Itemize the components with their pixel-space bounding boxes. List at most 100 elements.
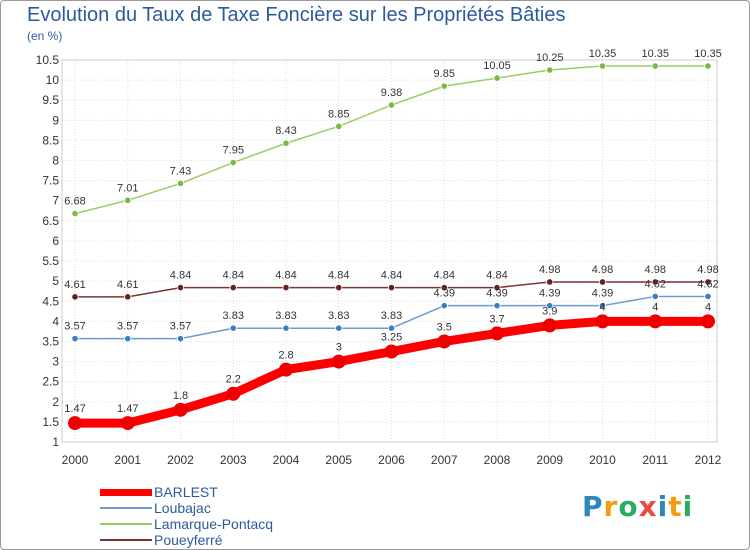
data-label-barlest: 4 — [705, 301, 711, 313]
data-label-lamarque-pontacq: 10.05 — [483, 60, 511, 72]
data-point-barlest — [279, 362, 293, 377]
data-point-lamarque-pontacq — [546, 66, 554, 74]
data-label-poueyferre: 4.84 — [381, 270, 402, 282]
x-tick-label: 2011 — [642, 453, 668, 467]
data-label-poueyferre: 4.84 — [328, 270, 349, 282]
data-point-loubajac — [598, 302, 607, 310]
x-tick-label: 2010 — [589, 453, 616, 467]
data-label-lamarque-pontacq: 9.85 — [434, 68, 455, 80]
data-point-barlest — [226, 386, 241, 401]
data-point-lamarque-pontacq — [282, 139, 290, 147]
data-label-lamarque-pontacq: 7.01 — [117, 182, 138, 194]
data-point-loubajac — [387, 324, 396, 332]
data-point-barlest — [331, 354, 346, 369]
chart-title: Evolution du Taux de Taxe Foncière sur l… — [27, 4, 566, 26]
y-tick-label: 2 — [52, 395, 59, 409]
y-tick-label: 1 — [52, 435, 59, 449]
x-tick-label: 2007 — [431, 453, 458, 467]
data-point-lamarque-pontacq — [598, 62, 607, 70]
data-label-barlest: 1.47 — [117, 403, 138, 415]
data-label-lamarque-pontacq: 9.38 — [381, 87, 402, 99]
data-point-loubajac — [440, 302, 448, 310]
y-tick-label: 8.5 — [42, 133, 59, 147]
legend-label-loubajac: Loubajac — [154, 500, 211, 516]
data-label-barlest: 2.8 — [278, 350, 293, 362]
data-point-poueyferre — [651, 278, 659, 286]
data-label-loubajac: 3.57 — [64, 321, 85, 333]
data-label-poueyferre: 4.61 — [117, 279, 138, 291]
data-label-lamarque-pontacq: 8.85 — [328, 108, 349, 120]
x-tick-label: 2002 — [167, 453, 194, 467]
data-point-loubajac — [176, 335, 185, 343]
data-label-loubajac: 3.57 — [170, 321, 191, 333]
data-label-lamarque-pontacq: 8.43 — [275, 125, 296, 137]
logo-letter: t — [668, 490, 683, 523]
data-label-loubajac: 3.83 — [381, 310, 402, 322]
data-point-loubajac — [493, 302, 501, 310]
data-point-barlest — [68, 416, 82, 431]
y-tick-label: 5 — [52, 274, 59, 288]
data-label-lamarque-pontacq: 6.68 — [64, 196, 85, 208]
logo-letter: r — [603, 490, 619, 523]
logo-letter: o — [618, 490, 639, 523]
y-tick-label: 3 — [52, 355, 59, 369]
x-tick-label: 2012 — [695, 453, 722, 467]
data-point-barlest — [701, 314, 715, 329]
logo-letter: P — [582, 490, 604, 523]
data-label-poueyferre: 4.61 — [64, 279, 85, 291]
data-point-poueyferre — [704, 278, 712, 286]
y-tick-label: 10 — [46, 73, 60, 87]
data-point-barlest — [384, 344, 399, 359]
data-label-poueyferre: 4.84 — [434, 270, 455, 282]
data-label-poueyferre: 4.84 — [486, 270, 507, 282]
data-label-lamarque-pontacq: 10.35 — [694, 48, 722, 60]
data-label-loubajac: 4.39 — [486, 288, 507, 300]
data-point-lamarque-pontacq — [176, 179, 185, 188]
data-point-lamarque-pontacq — [651, 62, 659, 70]
data-point-barlest — [542, 318, 557, 333]
data-point-poueyferre — [71, 293, 79, 301]
x-tick-label: 2001 — [114, 453, 141, 467]
y-tick-label: 5.5 — [42, 254, 59, 268]
data-label-barlest: 3.5 — [437, 321, 452, 333]
data-point-poueyferre — [440, 283, 448, 292]
data-point-loubajac — [124, 335, 132, 343]
data-label-loubajac: 3.83 — [328, 310, 349, 322]
data-label-poueyferre: 4.98 — [645, 264, 666, 276]
data-point-poueyferre — [493, 283, 501, 292]
x-tick-label: 2008 — [484, 453, 511, 467]
data-label-barlest: 1.47 — [64, 403, 85, 415]
data-point-poueyferre — [229, 283, 237, 292]
data-label-poueyferre: 4.84 — [170, 270, 191, 282]
data-point-loubajac — [282, 324, 290, 332]
legend-label-lamarque-pontacq: Lamarque-Pontacq — [154, 516, 274, 532]
data-label-loubajac: 4.39 — [434, 288, 455, 300]
y-tick-label: 6.5 — [42, 214, 59, 228]
logo-letter: i — [657, 490, 669, 523]
y-tick-label: 10.5 — [36, 53, 60, 67]
data-label-barlest: 3.9 — [542, 305, 557, 317]
data-label-poueyferre: 4.98 — [592, 264, 613, 276]
legend-swatch-lamarque-pontacq — [100, 523, 152, 525]
data-point-lamarque-pontacq — [704, 62, 712, 70]
data-point-loubajac — [546, 302, 554, 310]
data-label-loubajac: 4.39 — [539, 288, 560, 300]
legend-swatch-poueyferre — [100, 539, 152, 541]
x-tick-label: 2000 — [62, 453, 89, 467]
legend-swatch-barlest — [100, 489, 152, 496]
y-axis-unit: (en %) — [27, 29, 63, 43]
y-tick-label: 4 — [52, 314, 59, 328]
x-tick-label: 2004 — [273, 453, 300, 467]
data-point-barlest — [648, 314, 663, 329]
y-tick-label: 4.5 — [42, 294, 59, 308]
data-point-lamarque-pontacq — [493, 74, 501, 82]
data-point-barlest — [437, 334, 452, 349]
plot-border — [61, 59, 718, 443]
data-point-loubajac — [229, 324, 237, 332]
logo-letter: x — [638, 490, 658, 523]
data-point-poueyferre — [335, 283, 343, 292]
y-tick-label: 6 — [52, 234, 59, 248]
data-label-loubajac: 3.83 — [275, 310, 296, 322]
data-point-poueyferre — [282, 283, 290, 292]
